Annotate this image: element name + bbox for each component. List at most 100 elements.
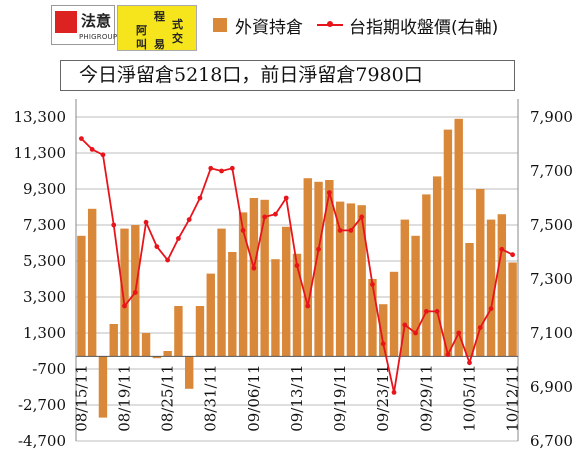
x-axis-tick: 09/13/11 [288, 364, 306, 431]
price-point [349, 228, 354, 233]
price-point [446, 352, 451, 357]
price-point [359, 215, 364, 220]
price-point [295, 263, 300, 268]
bar [498, 214, 506, 356]
bar [411, 236, 419, 357]
bar [250, 198, 258, 356]
bar [239, 212, 247, 356]
bar [465, 243, 473, 356]
price-point [208, 166, 213, 171]
left-axis-tick: 1,300 [23, 324, 66, 342]
x-axis-tick: 09/23/11 [374, 364, 392, 431]
price-point [230, 166, 235, 171]
bar [110, 324, 118, 356]
bar [163, 351, 171, 356]
bar [304, 178, 312, 356]
left-axis-tick: -700 [32, 360, 66, 378]
bar [196, 306, 204, 356]
price-point [284, 196, 289, 201]
price-point [273, 212, 278, 217]
right-axis-tick: 7,300 [530, 270, 573, 288]
price-point [467, 360, 472, 365]
bar [282, 227, 290, 357]
bar [77, 236, 85, 357]
left-axis-tick: 11,300 [14, 144, 67, 162]
x-axis-tick: 09/29/11 [417, 364, 435, 431]
price-point [305, 304, 310, 309]
bar [455, 119, 463, 357]
price-point [392, 390, 397, 395]
bar [336, 202, 344, 357]
price-point [424, 309, 429, 314]
bar [433, 176, 441, 356]
price-point [381, 341, 386, 346]
bar [207, 274, 215, 357]
left-axis-tick: -4,700 [18, 432, 66, 450]
bar [293, 254, 301, 357]
price-point [370, 282, 375, 287]
price-point [111, 223, 116, 228]
bar [142, 333, 150, 356]
x-axis-tick: 10/12/11 [504, 364, 522, 431]
price-point [456, 331, 461, 336]
bar [271, 259, 279, 356]
price-point [90, 147, 95, 152]
price-point [251, 266, 256, 271]
right-axis-tick: 7,900 [530, 108, 573, 126]
bar [401, 220, 409, 357]
price-point [435, 309, 440, 314]
price-point [133, 290, 138, 295]
price-point [219, 169, 224, 174]
price-point [510, 252, 515, 257]
price-point [262, 215, 267, 220]
price-point [144, 220, 149, 225]
right-axis-tick: 7,700 [530, 162, 573, 180]
left-axis-tick: 9,300 [23, 180, 66, 198]
bar [508, 262, 516, 356]
price-point [489, 306, 494, 311]
price-point [176, 236, 181, 241]
price-point [413, 331, 418, 336]
bar [120, 229, 128, 357]
bar [357, 205, 365, 356]
price-point [316, 247, 321, 252]
price-point [187, 217, 192, 222]
right-axis-tick: 6,700 [530, 432, 573, 450]
x-axis-tick: 09/06/11 [245, 364, 263, 431]
left-axis-tick: 7,300 [23, 216, 66, 234]
bar [368, 279, 376, 356]
price-point [327, 190, 332, 195]
bar [422, 194, 430, 356]
price-point [122, 304, 127, 309]
price-point [154, 244, 159, 249]
price-point [402, 323, 407, 328]
bar [217, 229, 225, 357]
price-point [198, 196, 203, 201]
bar [185, 356, 193, 388]
price-point [478, 325, 483, 330]
x-axis-tick: 08/15/11 [72, 364, 90, 431]
right-axis-tick: 6,900 [530, 378, 573, 396]
price-point [241, 228, 246, 233]
x-axis-tick: 10/05/11 [460, 364, 478, 431]
bar [174, 306, 182, 356]
bar [99, 356, 107, 417]
bar [444, 130, 452, 357]
x-axis-tick: 09/19/11 [331, 364, 349, 431]
left-axis-tick: 5,300 [23, 252, 66, 270]
x-axis-tick: 08/25/11 [159, 364, 177, 431]
right-axis-tick: 7,500 [530, 216, 573, 234]
price-point [79, 136, 84, 141]
bar [390, 272, 398, 357]
x-axis-tick: 08/19/11 [116, 364, 134, 431]
price-point [101, 152, 106, 157]
price-point [338, 228, 343, 233]
right-axis-tick: 7,100 [530, 324, 573, 342]
left-axis-tick: 3,300 [23, 288, 66, 306]
bar [88, 209, 96, 357]
bar [476, 189, 484, 356]
left-axis-tick: 13,300 [14, 108, 67, 126]
bar [228, 252, 236, 356]
x-axis-tick: 08/31/11 [202, 364, 220, 431]
